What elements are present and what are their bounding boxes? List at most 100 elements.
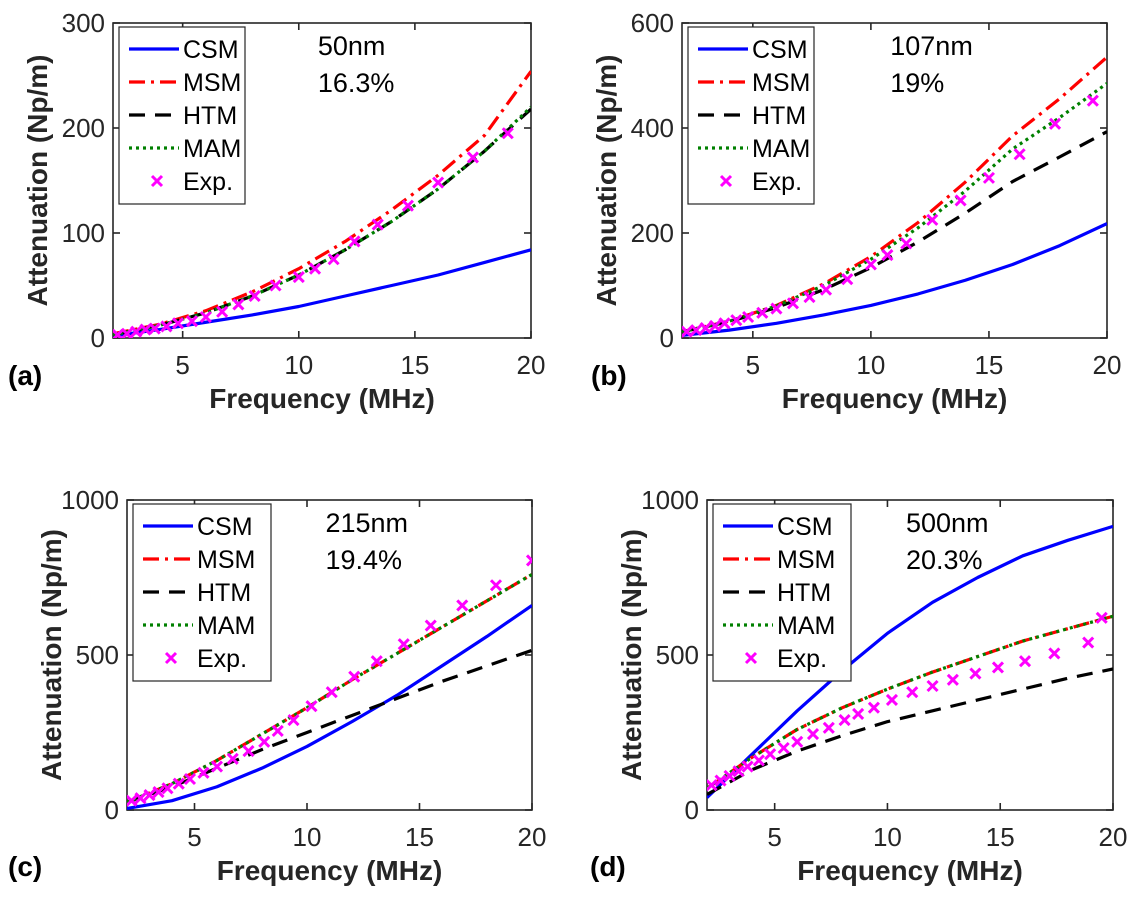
exp-data-point: [325, 686, 338, 699]
exp-data-point: [210, 760, 224, 773]
exp-data-point: [926, 679, 939, 693]
exp-data-point: [120, 327, 133, 338]
y-tick-label: 600: [631, 8, 674, 38]
exp-data-point: [466, 151, 480, 164]
x-tick-label: 5: [175, 350, 189, 380]
exp-data-point: [906, 686, 919, 699]
exp-data-point: [732, 765, 745, 778]
exp-data-point: [216, 305, 229, 318]
x-tick-label: 20: [1099, 822, 1128, 852]
exp-data-point: [730, 314, 743, 327]
exp-data-point: [786, 297, 800, 310]
exp-data-point: [1048, 117, 1062, 130]
exp-data-point: [456, 599, 469, 612]
exp-data-point: [348, 670, 361, 683]
exp-data-point: [197, 766, 210, 779]
exp-data-point: [867, 701, 880, 714]
series-line-mam: [707, 614, 1113, 790]
annotation-text: 500nm: [906, 508, 989, 538]
exp-data-point: [723, 769, 736, 782]
legend-entry: Exp.: [183, 168, 233, 196]
x-tick-label: 15: [400, 350, 429, 380]
exp-data-point: [806, 727, 820, 741]
exp-data-point: [699, 321, 712, 335]
panel-label: (c): [8, 851, 42, 882]
x-axis-title: Frequency (MHz): [782, 383, 1008, 414]
annotation-text: 19%: [890, 68, 944, 98]
legend-marker-icon: [150, 174, 164, 188]
exp-data-point: [327, 253, 340, 266]
exp-data-point: [819, 283, 833, 296]
exp-data-point: [954, 194, 967, 207]
exp-data-point: [690, 324, 703, 337]
legend-entry: MAM: [777, 612, 835, 640]
exp-data-point: [143, 789, 156, 802]
exp-data-point: [226, 752, 239, 765]
legend-marker-icon: [719, 174, 733, 188]
x-tick-label: 5: [767, 822, 781, 852]
x-axis-title: Frequency (MHz): [217, 855, 443, 886]
legend: CSM MSM HTM MAM Exp.: [687, 26, 815, 205]
exp-data-point: [401, 199, 414, 212]
y-tick-label: 1000: [61, 485, 119, 515]
exp-data-point: [926, 213, 939, 226]
exp-data-point: [183, 772, 197, 786]
legend-entry: HTM: [777, 579, 831, 607]
annotation-text: 20.3%: [906, 545, 983, 575]
exp-data-point: [900, 237, 913, 250]
exp-data-point: [489, 579, 503, 592]
chart-panel-4: 5 10 15 20 0 500 1000 Frequency (MHz) Attenuatio…: [590, 485, 1127, 886]
legend-entry: Exp.: [752, 168, 802, 196]
exp-data-point: [982, 171, 996, 184]
exp-data-point: [885, 693, 899, 707]
legend-entry: MAM: [197, 612, 255, 640]
exp-data-point: [1086, 94, 1099, 107]
y-tick-label: 1000: [641, 485, 699, 515]
y-tick-label: 300: [62, 8, 105, 38]
exp-data-point: [370, 655, 383, 668]
exp-data-point: [864, 258, 877, 271]
exp-data-point: [525, 554, 532, 567]
y-tick-label: 0: [91, 323, 105, 353]
x-axis-title: Frequency (MHz): [797, 855, 1023, 886]
legend-entry: MAM: [752, 135, 810, 163]
exp-data-point: [718, 317, 731, 330]
exp-data-point: [742, 310, 755, 324]
legend-entry: MSM: [777, 546, 835, 574]
exp-data-point: [764, 748, 777, 761]
legend: CSM MSM HTM MAM Exp.: [132, 503, 272, 682]
x-tick-label: 15: [986, 822, 1015, 852]
exp-data-point: [1018, 655, 1032, 668]
y-tick-label: 0: [105, 795, 119, 825]
legend-entry: CSM: [183, 36, 239, 64]
series-line-htm: [682, 130, 1107, 334]
exp-data-point: [287, 714, 300, 727]
exp-data-point: [305, 700, 318, 713]
exp-data-point: [172, 777, 185, 790]
exp-data-point: [777, 741, 790, 755]
annotation-text: 19.4%: [325, 545, 402, 575]
x-tick-label: 15: [974, 350, 1003, 380]
panel-label: (b): [591, 360, 627, 391]
exp-data-point: [185, 315, 199, 328]
exp-data-point: [756, 306, 769, 319]
y-tick-label: 500: [656, 640, 699, 670]
exp-data-point: [822, 721, 835, 734]
legend-entry: MSM: [752, 69, 810, 97]
annotation-text: 107nm: [890, 31, 973, 61]
y-axis-title: Attenuation (Np/m): [36, 529, 67, 781]
panel-label: (a): [8, 360, 42, 391]
exp-data-point: [348, 235, 361, 248]
y-tick-label: 100: [62, 218, 105, 248]
series-group: [113, 70, 531, 338]
series-line-mam: [682, 82, 1107, 334]
legend: CSM MSM HTM MAM Exp.: [712, 503, 852, 682]
legend-entry: HTM: [752, 102, 806, 130]
exp-data-point: [397, 638, 410, 651]
annotation-text: 16.3%: [318, 68, 395, 98]
y-tick-label: 0: [685, 795, 699, 825]
legend-entry: MSM: [197, 546, 255, 574]
x-tick-label: 20: [1093, 350, 1122, 380]
